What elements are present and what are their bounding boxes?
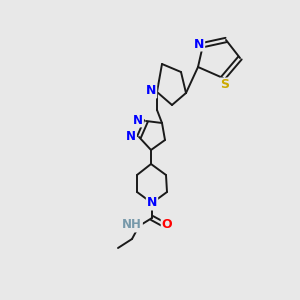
Text: N: N [147, 196, 157, 209]
Text: O: O [162, 218, 172, 230]
Text: N: N [126, 130, 136, 143]
Text: N: N [146, 85, 156, 98]
Text: S: S [220, 79, 230, 92]
Text: N: N [133, 113, 143, 127]
Text: NH: NH [122, 218, 142, 232]
Text: N: N [194, 38, 204, 50]
